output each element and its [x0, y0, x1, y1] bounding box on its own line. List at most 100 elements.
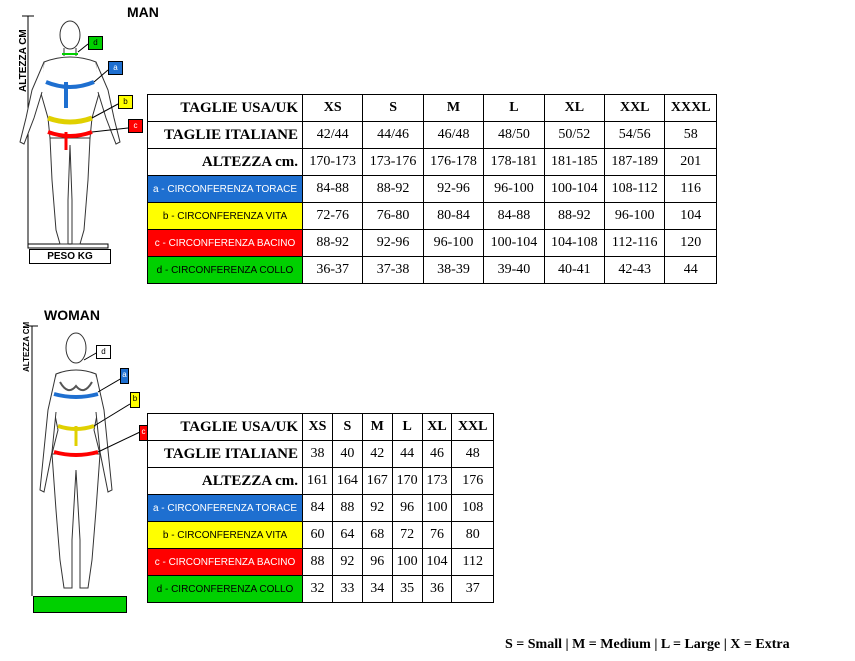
- table-cell: 96-100: [604, 202, 666, 230]
- woman-tag-a: a: [120, 368, 129, 384]
- table-cell: 50/52: [543, 121, 606, 149]
- table-cell: 72: [391, 521, 423, 549]
- table-cell: 54/56: [604, 121, 666, 149]
- table-cell: XS: [302, 413, 333, 441]
- table-cell: 42: [361, 440, 393, 468]
- table-cell: 42/44: [301, 121, 364, 149]
- table-cell: 104-108: [543, 229, 606, 257]
- woman-tag-b: b: [130, 392, 140, 408]
- table-cell: 108: [451, 494, 494, 522]
- woman-neck-row: d - CIRCONFERENZA COLLO 32 33 34 35 36 3…: [147, 575, 494, 603]
- table-cell: 64: [331, 521, 363, 549]
- table-cell: 40: [331, 440, 363, 468]
- table-cell: 40-41: [543, 256, 606, 284]
- table-cell: 92: [331, 548, 363, 576]
- man-neck-row: d - CIRCONFERENZA COLLO 36-37 37-38 38-3…: [147, 256, 717, 284]
- table-cell: 112-116: [604, 229, 666, 257]
- table-cell: 96: [361, 548, 393, 576]
- size-legend: S = Small | M = Medium | L = Large | X =…: [505, 637, 790, 652]
- table-cell: 104: [421, 548, 453, 576]
- table-cell: TAGLIE USA/UK: [147, 94, 303, 122]
- woman-figure: [0, 320, 150, 620]
- table-cell: 46: [421, 440, 453, 468]
- table-cell: 176-178: [422, 148, 485, 176]
- table-cell: 181-185: [543, 148, 606, 176]
- table-cell: 88: [331, 494, 363, 522]
- woman-ground: [33, 596, 127, 613]
- woman-tag-d: d: [96, 345, 111, 359]
- table-cell: XS: [301, 94, 364, 122]
- table-cell: 176: [451, 467, 494, 495]
- table-cell: 116: [664, 175, 717, 203]
- table-cell: b - CIRCONFERENZA VITA: [147, 202, 303, 230]
- table-cell: 42-43: [604, 256, 666, 284]
- man-waist-row: b - CIRCONFERENZA VITA 72-76 76-80 80-84…: [147, 202, 717, 230]
- table-cell: 88: [302, 548, 333, 576]
- table-cell: 84-88: [483, 202, 545, 230]
- table-cell: 173: [421, 467, 453, 495]
- table-cell: c - CIRCONFERENZA BACINO: [147, 548, 303, 576]
- table-cell: 38: [302, 440, 333, 468]
- table-cell: 187-189: [604, 148, 666, 176]
- table-cell: 170: [391, 467, 423, 495]
- table-cell: S: [362, 94, 424, 122]
- table-cell: 33: [331, 575, 363, 603]
- table-cell: 112: [451, 548, 494, 576]
- table-cell: 96-100: [483, 175, 545, 203]
- table-cell: 48: [451, 440, 494, 468]
- table-cell: 84-88: [301, 175, 364, 203]
- table-cell: 44/46: [362, 121, 424, 149]
- table-cell: 120: [664, 229, 717, 257]
- woman-size-table: TAGLIE USA/UK XS S M L XL XXL TAGLIE ITA…: [147, 413, 494, 603]
- table-cell: d - CIRCONFERENZA COLLO: [147, 256, 303, 284]
- table-cell: 88-92: [362, 175, 424, 203]
- table-cell: 80: [451, 521, 494, 549]
- man-header-row: TAGLIE USA/UK XS S M L XL XXL XXXL: [147, 94, 717, 122]
- table-cell: 108-112: [604, 175, 666, 203]
- woman-height-row: ALTEZZA cm. 161 164 167 170 173 176: [147, 467, 494, 495]
- table-cell: 173-176: [362, 148, 424, 176]
- table-cell: 76-80: [362, 202, 424, 230]
- man-weight-label: PESO KG: [29, 249, 111, 264]
- man-body-illustration: [19, 15, 129, 249]
- table-cell: 80-84: [422, 202, 485, 230]
- woman-body-illustration: [26, 325, 141, 596]
- man-tag-a: a: [108, 61, 123, 75]
- table-cell: 58: [664, 121, 717, 149]
- table-cell: 96: [391, 494, 423, 522]
- table-cell: 68: [361, 521, 393, 549]
- table-cell: 36: [421, 575, 453, 603]
- table-cell: 46/48: [422, 121, 485, 149]
- table-cell: 36-37: [301, 256, 364, 284]
- table-cell: 88-92: [543, 202, 606, 230]
- table-cell: 88-92: [301, 229, 364, 257]
- woman-chest-row: a - CIRCONFERENZA TORACE 84 88 92 96 100…: [147, 494, 494, 522]
- woman-hip-row: c - CIRCONFERENZA BACINO 88 92 96 100 10…: [147, 548, 494, 576]
- table-cell: 100-104: [543, 175, 606, 203]
- table-cell: 38-39: [422, 256, 485, 284]
- table-cell: 92-96: [362, 229, 424, 257]
- woman-waist-row: b - CIRCONFERENZA VITA 60 64 68 72 76 80: [147, 521, 494, 549]
- table-cell: 92: [361, 494, 393, 522]
- table-cell: 167: [361, 467, 393, 495]
- table-cell: L: [391, 413, 423, 441]
- table-cell: 92-96: [422, 175, 485, 203]
- table-cell: 48/50: [483, 121, 545, 149]
- table-cell: L: [483, 94, 545, 122]
- table-cell: XXL: [451, 413, 494, 441]
- table-cell: 44: [391, 440, 423, 468]
- man-tag-c: c: [128, 119, 143, 133]
- table-cell: 32: [302, 575, 333, 603]
- man-italian-row: TAGLIE ITALIANE 42/44 44/46 46/48 48/50 …: [147, 121, 717, 149]
- table-cell: ALTEZZA cm.: [147, 467, 303, 495]
- table-cell: S: [331, 413, 363, 441]
- table-cell: XXL: [604, 94, 666, 122]
- table-cell: TAGLIE USA/UK: [147, 413, 303, 441]
- table-cell: 170-173: [301, 148, 364, 176]
- table-cell: TAGLIE ITALIANE: [147, 121, 303, 149]
- man-hip-row: c - CIRCONFERENZA BACINO 88-92 92-96 96-…: [147, 229, 717, 257]
- table-cell: 104: [664, 202, 717, 230]
- table-cell: XL: [543, 94, 606, 122]
- man-tag-b: b: [118, 95, 133, 109]
- table-cell: 34: [361, 575, 393, 603]
